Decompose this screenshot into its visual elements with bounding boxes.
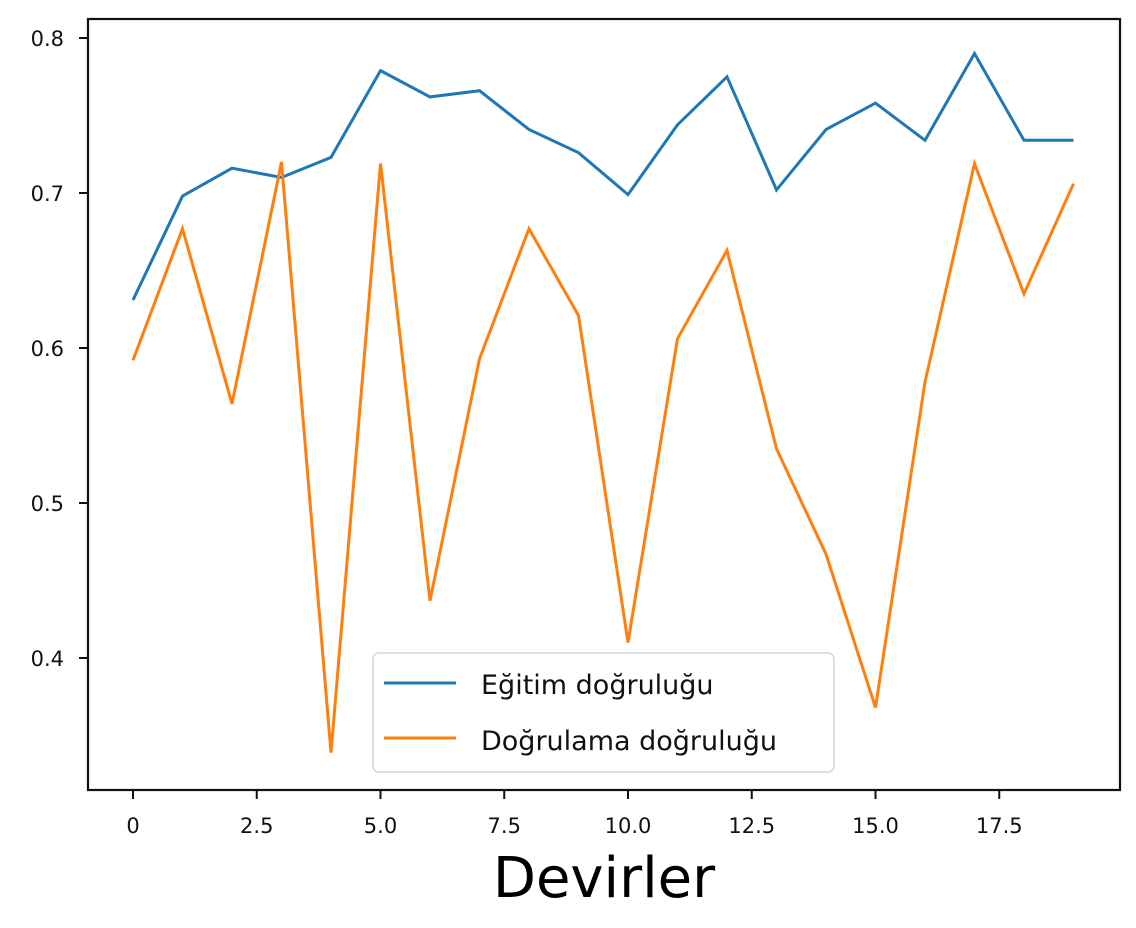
y-tick-label: 0.8 (31, 27, 64, 51)
legend-box (372, 652, 835, 773)
y-tick-label: 0.6 (31, 337, 64, 361)
y-tick-label: 0.5 (31, 492, 64, 516)
x-axis-label: Devirler (493, 846, 716, 911)
training-accuracy-line (131, 50, 1074, 301)
x-axis: 0 2.5 5.0 7.5 10.0 12.5 15.0 17.5 (126, 790, 1023, 838)
y-tick-label: 0.4 (31, 647, 64, 671)
legend-label-training: Eğitim doğruluğu (481, 670, 714, 701)
x-tick-label: 5.0 (364, 814, 397, 838)
axes-frame (86, 17, 1122, 792)
legend-label-validation: Doğrulama doğruluğu (481, 726, 777, 757)
series-layer (131, 50, 1075, 753)
x-tick-label: 2.5 (240, 814, 273, 838)
x-tick-label: 7.5 (488, 814, 521, 838)
x-tick-label: 15.0 (852, 814, 899, 838)
x-tick-label: 0 (126, 814, 139, 838)
y-tick-label: 0.7 (31, 182, 64, 206)
y-axis: 0.4 0.5 0.6 0.7 0.8 (31, 27, 88, 671)
validation-accuracy-line (131, 158, 1075, 753)
x-tick-label: 17.5 (976, 814, 1023, 838)
x-tick-label: 10.0 (605, 814, 652, 838)
legend: Eğitim doğruluğu Doğrulama doğruluğu (372, 652, 835, 773)
x-tick-label: 12.5 (728, 814, 775, 838)
